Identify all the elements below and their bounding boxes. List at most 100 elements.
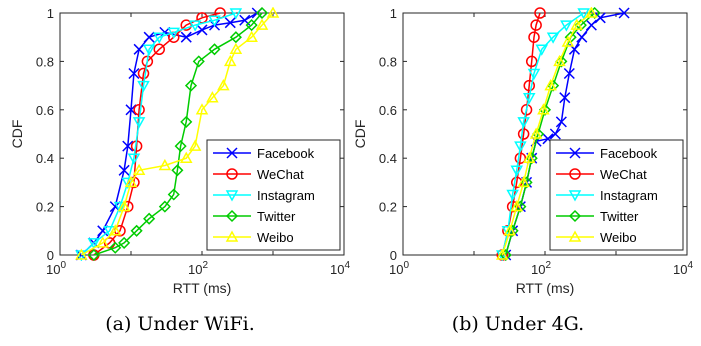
x-tick-label: 100 [389,260,409,277]
data-point-weibo [206,91,219,103]
legend-label-facebook: Facebook [600,146,658,161]
legend-marker-twitter [225,209,239,223]
data-point-instagram [137,80,150,93]
data-point-instagram [167,27,181,39]
y-tick-label: 0.6 [379,103,397,118]
y-tick-label: 0.8 [36,54,54,69]
data-point-twitter [167,188,180,201]
data-point-facebook [549,128,561,140]
data-point-weibo [132,163,146,176]
data-point-instagram [546,32,560,44]
y-tick-label: 0 [47,248,54,263]
data-point-twitter [180,115,193,128]
data-point-instagram [113,201,127,214]
legend-marker-facebook [569,147,581,159]
data-point-facebook [196,24,208,36]
data-point-instagram [514,141,527,153]
y-tick-label: 0.6 [36,103,54,118]
data-point-twitter [255,7,269,20]
legend-label-wechat: WeChat [600,167,647,182]
chart-panel-a: 0 0.2 0.4 0.6 0.8 1 100 102 104 RTT (ms) CDF Facebo… [9,6,350,335]
data-point-instagram [188,20,202,32]
data-point-wechat [153,43,166,56]
data-point-weibo [529,127,543,139]
legend-marker-instagram [225,190,239,202]
series-line-twitter [93,12,263,256]
caption: (a) Under WiFi. [105,313,255,335]
data-point-twitter [245,19,258,32]
legend-label-wechat: WeChat [257,167,304,182]
data-point-wechat [133,104,145,116]
data-point-twitter [574,19,587,32]
data-point-instagram [560,20,573,32]
legend-marker-weibo [225,230,239,242]
data-point-twitter [171,164,184,177]
series-group [75,7,280,261]
legend-label-weibo: Weibo [257,230,294,245]
data-point-weibo [229,42,243,55]
data-point-weibo [223,54,237,67]
series-line-weibo [81,12,274,256]
data-point-facebook [180,31,192,43]
data-point-twitter [184,79,198,92]
legend-marker-wechat [226,168,238,180]
y-tick-label: 0.2 [379,200,397,215]
data-point-twitter [192,55,205,68]
data-point-instagram [527,68,541,81]
data-point-facebook [118,164,130,176]
x-tick-label: 102 [531,260,551,277]
data-point-twitter [525,152,538,165]
y-tick-label: 0.2 [36,200,54,215]
y-axis-label: CDF [9,120,25,149]
data-point-facebook [133,43,145,55]
data-point-weibo [495,248,509,260]
data-point-weibo [510,200,524,212]
data-point-weibo [75,248,88,260]
data-point-facebook [143,31,155,43]
data-point-instagram [229,8,243,20]
data-point-instagram [127,153,141,165]
legend-marker-facebook [226,147,238,159]
legend-label-twitter: Twitter [600,209,639,224]
data-point-facebook [128,67,140,80]
x-tick-label: 104 [673,260,693,277]
data-point-instagram [87,238,101,250]
data-point-instagram [152,32,166,44]
legend: Facebook WeChat Instagram Twitter Weibo [549,139,684,251]
data-point-facebook [559,92,571,104]
data-point-twitter [174,140,187,153]
data-point-twitter [87,248,100,261]
chart-panel-b: 0 0.2 0.4 0.6 0.8 1 100 102 104 RTT (ms) CDF Facebo… [352,6,693,335]
data-point-twitter [506,224,519,237]
data-point-weibo [124,175,138,188]
data-point-weibo [158,158,172,171]
data-point-wechat [520,104,533,116]
data-point-facebook [224,17,236,29]
data-point-facebook [576,31,588,43]
data-point-weibo [503,224,517,236]
legend-label-instagram: Instagram [257,188,315,203]
data-point-instagram [142,44,156,56]
legend-marker-twitter [568,209,582,223]
data-point-weibo [537,103,550,115]
caption: (b) Under 4G. [452,313,584,335]
data-point-weibo [245,30,258,42]
data-point-twitter [229,31,242,44]
data-point-weibo [553,54,566,67]
data-point-wechat [517,128,530,140]
data-point-wechat [180,19,192,31]
data-point-instagram [522,92,536,105]
data-point-twitter [158,200,171,213]
y-tick-label: 1 [47,6,54,21]
series-line-instagram [501,12,585,256]
data-point-weibo [96,236,110,248]
legend-marker-instagram [568,190,582,202]
data-point-instagram [132,117,146,129]
legend-marker-wechat [569,168,581,180]
data-point-instagram [506,189,519,202]
data-point-facebook [122,140,134,152]
data-point-weibo [108,224,122,236]
data-point-weibo [266,7,280,18]
